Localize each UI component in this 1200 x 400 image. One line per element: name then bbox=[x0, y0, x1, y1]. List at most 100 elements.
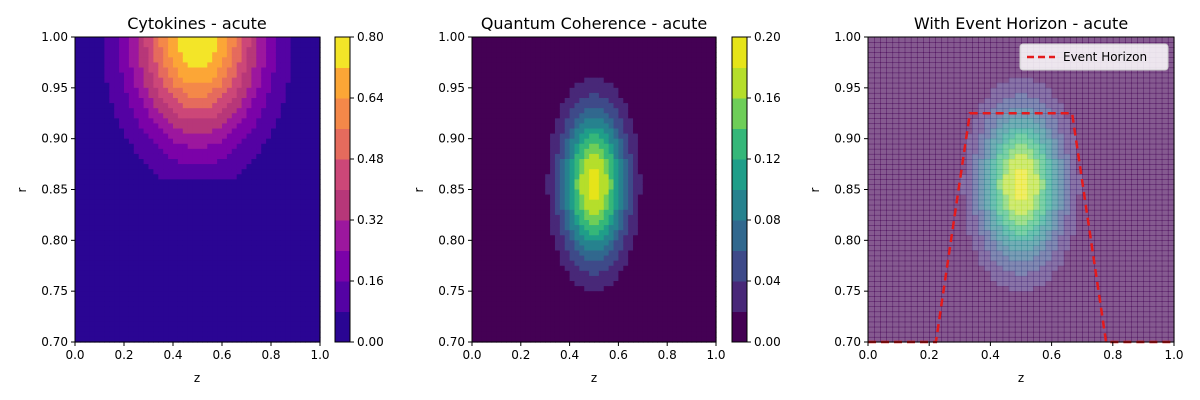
contour-cell bbox=[75, 301, 81, 308]
contour-cell bbox=[285, 92, 292, 99]
contour-cell bbox=[545, 291, 551, 297]
contour-cell bbox=[109, 184, 115, 191]
contour-cell bbox=[486, 265, 493, 272]
contour-cell bbox=[138, 240, 145, 247]
contour-cell bbox=[603, 230, 610, 236]
contour-cell bbox=[501, 260, 507, 267]
contour-cell bbox=[550, 184, 556, 191]
contour-cell bbox=[177, 321, 184, 328]
contour-cell bbox=[94, 159, 101, 165]
contour-cell bbox=[241, 235, 248, 241]
contour-cell bbox=[94, 138, 101, 145]
contour-cell bbox=[579, 143, 585, 150]
contour-cell bbox=[623, 204, 629, 211]
contour-cell bbox=[472, 133, 478, 140]
contour-cell bbox=[124, 275, 130, 282]
contour-cell bbox=[300, 230, 306, 236]
contour-cell bbox=[535, 37, 541, 43]
contour-cell bbox=[559, 52, 566, 58]
contour-cell bbox=[217, 316, 223, 323]
contour-cell bbox=[222, 159, 228, 165]
contour-cell bbox=[525, 87, 532, 94]
contour-cell bbox=[236, 336, 243, 343]
contour-cell bbox=[618, 72, 624, 79]
contour-cell bbox=[261, 199, 267, 206]
contour-cell bbox=[481, 67, 488, 74]
contour-cell bbox=[559, 245, 566, 252]
contour-cell bbox=[163, 37, 169, 43]
contour-cell bbox=[173, 62, 179, 69]
contour-cell bbox=[109, 57, 115, 64]
contour-cell bbox=[158, 265, 164, 272]
contour-cell bbox=[84, 128, 91, 135]
contour-cell bbox=[530, 123, 537, 130]
contour-cell bbox=[192, 265, 199, 272]
contour-cell bbox=[550, 77, 556, 84]
contour-cell bbox=[608, 286, 615, 292]
contour-cell bbox=[94, 47, 101, 53]
contour-cell bbox=[217, 82, 223, 89]
contour-cell bbox=[603, 255, 610, 262]
contour-cell bbox=[226, 230, 233, 236]
contour-cell bbox=[584, 113, 590, 119]
contour-cell bbox=[295, 87, 301, 94]
contour-cell bbox=[256, 255, 262, 262]
contour-cell bbox=[603, 316, 610, 323]
contour-cell bbox=[618, 123, 624, 130]
contour-cell bbox=[271, 240, 277, 247]
contour-cell bbox=[530, 265, 537, 272]
contour-cell bbox=[177, 52, 184, 58]
contour-cell bbox=[99, 260, 105, 267]
contour-cell bbox=[520, 113, 527, 119]
contour-cell bbox=[618, 159, 624, 165]
contour-cell bbox=[515, 169, 522, 175]
contour-cell bbox=[305, 138, 311, 145]
contour-cell bbox=[598, 118, 605, 125]
contour-cell bbox=[545, 164, 551, 170]
contour-cell bbox=[104, 331, 110, 338]
contour-cell bbox=[177, 169, 184, 175]
contour-cell bbox=[315, 225, 321, 231]
contour-cell bbox=[246, 62, 252, 69]
contour-cell bbox=[119, 82, 125, 89]
contour-cell bbox=[75, 153, 81, 160]
contour-cell bbox=[158, 37, 164, 43]
contour-cell bbox=[241, 123, 248, 130]
contour-cell bbox=[222, 148, 228, 155]
contour-cell bbox=[114, 326, 120, 333]
contour-cell bbox=[202, 326, 208, 333]
contour-cell bbox=[530, 311, 537, 318]
contour-cell bbox=[94, 291, 101, 297]
contour-cell bbox=[207, 189, 213, 196]
contour-cell bbox=[285, 87, 292, 94]
contour-cell bbox=[535, 235, 541, 241]
contour-cell bbox=[275, 47, 282, 53]
contour-cell bbox=[138, 265, 145, 272]
contour-cell bbox=[84, 220, 91, 226]
contour-cell bbox=[280, 286, 287, 292]
contour-cell bbox=[187, 255, 194, 262]
contour-cell bbox=[246, 108, 252, 114]
contour-cell bbox=[506, 336, 512, 343]
contour-cell bbox=[295, 52, 301, 58]
contour-cell bbox=[280, 37, 287, 43]
contour-cell bbox=[212, 52, 218, 58]
contour-cell bbox=[511, 113, 517, 119]
contour-cell bbox=[114, 108, 120, 114]
contour-cell bbox=[158, 153, 164, 160]
contour-cell bbox=[496, 138, 502, 145]
contour-cell bbox=[251, 92, 257, 99]
contour-cell bbox=[535, 159, 541, 165]
contour-cell bbox=[84, 230, 91, 236]
contour-cell bbox=[525, 291, 532, 297]
contour-cell bbox=[300, 77, 306, 84]
contour-cell bbox=[177, 255, 184, 262]
contour-cell bbox=[486, 118, 493, 125]
contour-cell bbox=[305, 62, 311, 69]
contour-cell bbox=[511, 199, 517, 206]
contour-cell bbox=[89, 77, 96, 84]
contour-cell bbox=[217, 204, 223, 211]
contour-cell bbox=[251, 133, 257, 140]
contour-cell bbox=[618, 245, 624, 252]
contour-cell bbox=[143, 184, 150, 191]
